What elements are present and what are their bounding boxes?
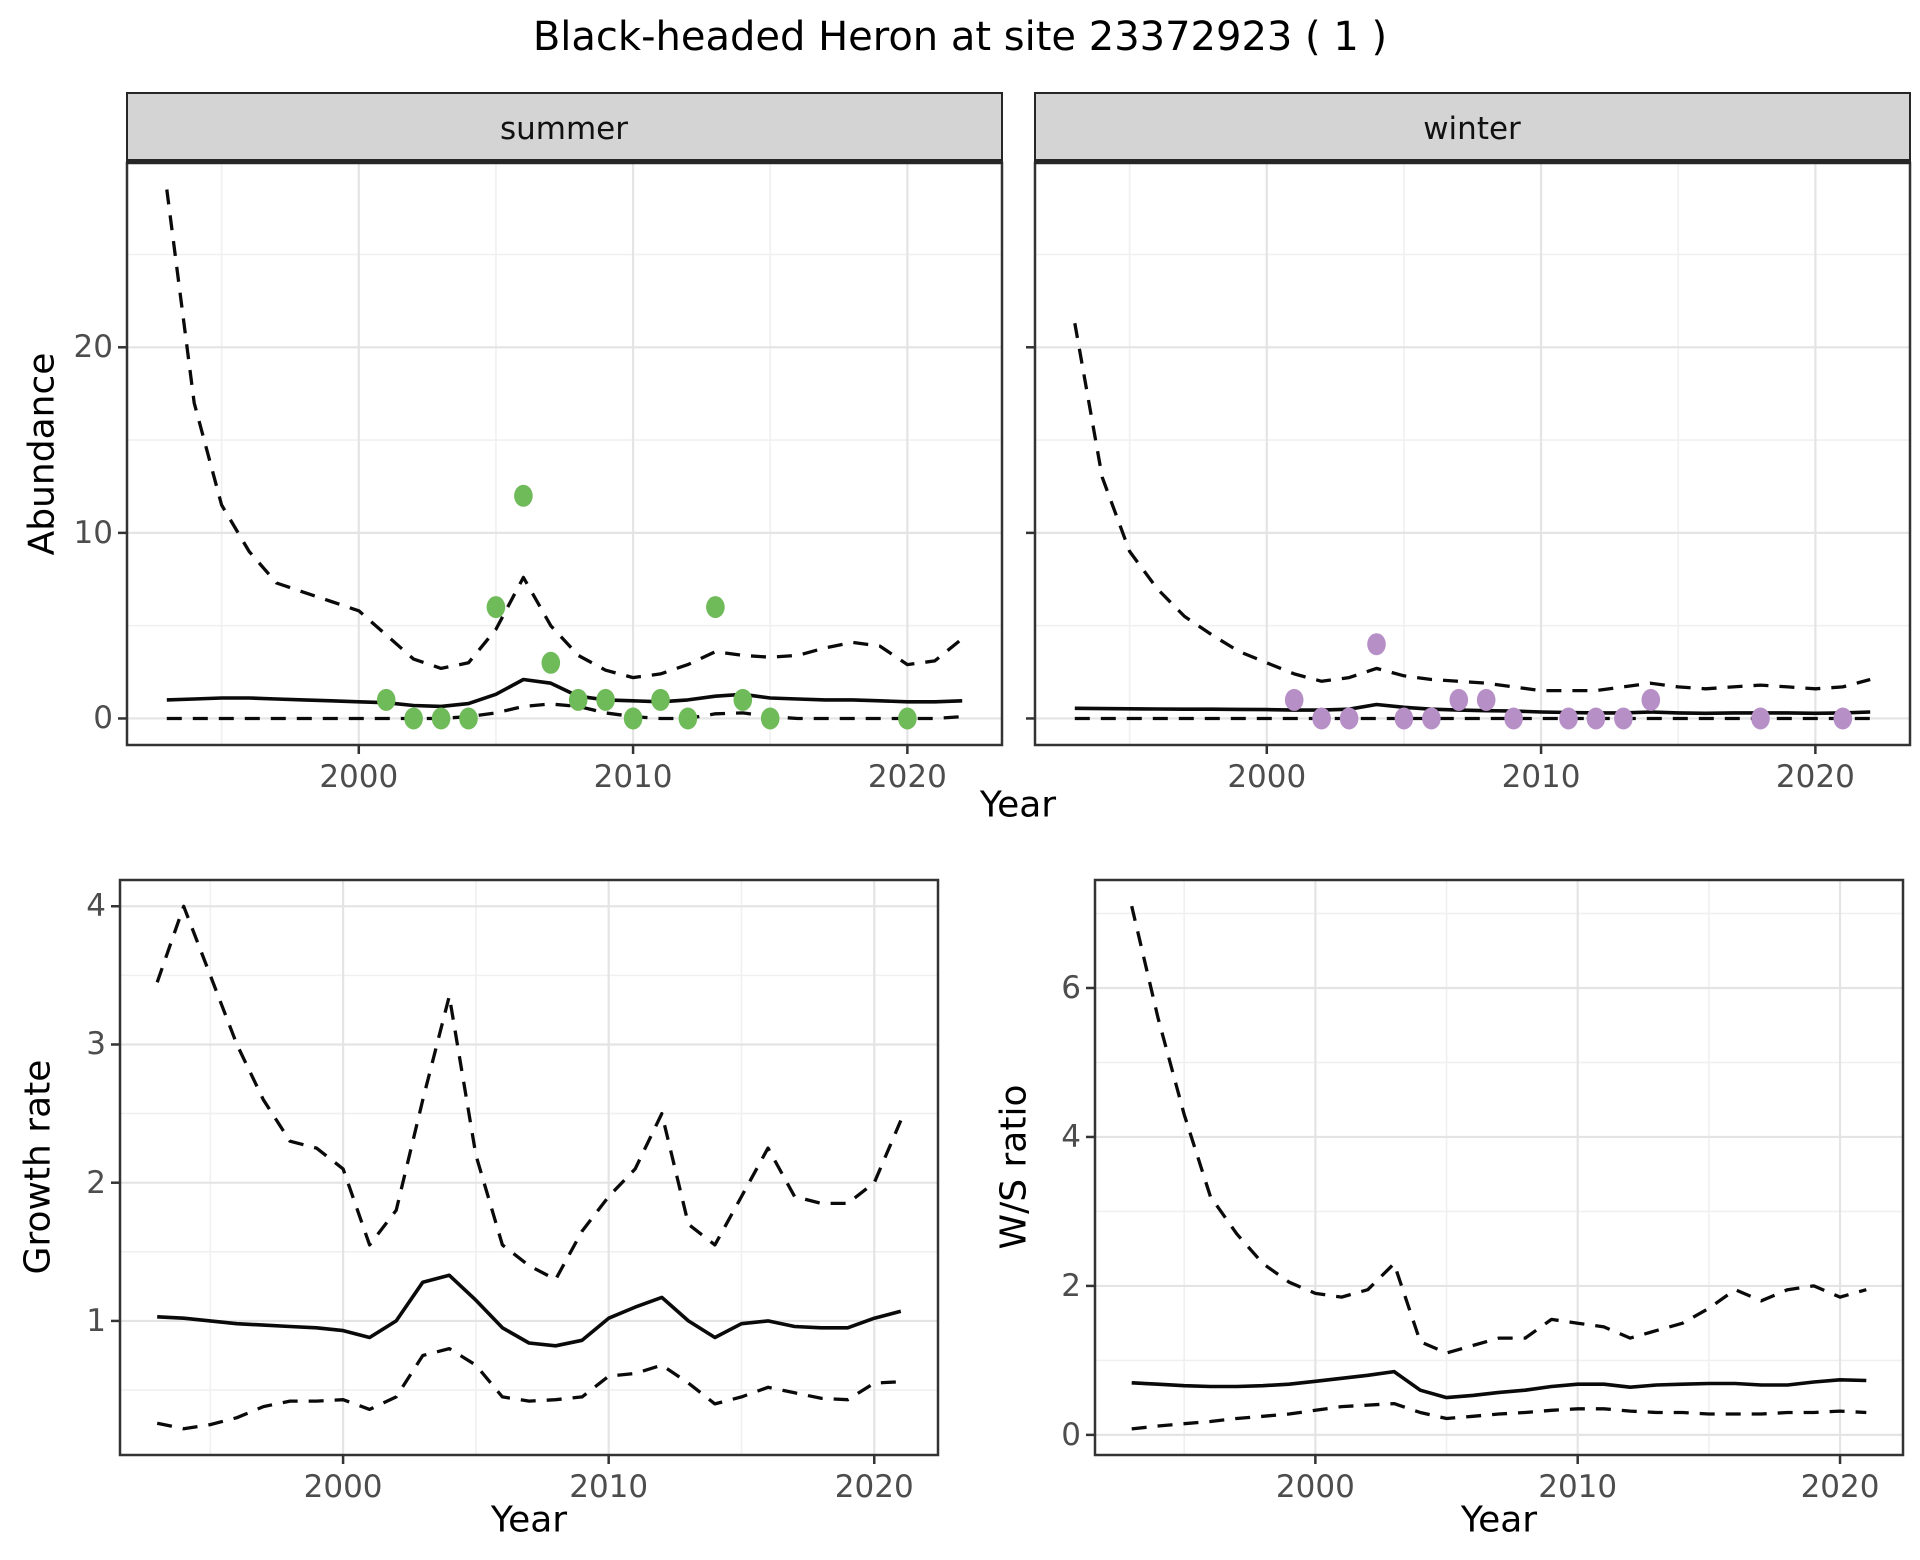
x-axis-title-year-ws: Year [1460,1499,1538,1541]
data-point [1312,707,1331,730]
y-tick-label: 10 [73,514,113,551]
data-point [486,596,506,619]
x-axis-title-year-top: Year [979,784,1057,826]
data-point [376,688,396,711]
data-point [1367,633,1386,656]
y-tick-label: 20 [73,329,113,366]
panel-background [120,880,938,1455]
y-axis-title-ws-ratio: W/S ratio [993,1084,1035,1250]
x-tick-label: 2020 [834,1469,914,1505]
series-lower-95ci [1131,1401,1867,1431]
y-tick-label: 0 [93,700,113,737]
y-tick-label: 1 [86,1302,106,1339]
x-tick-label: 2010 [593,759,673,795]
x-tick-label: 2000 [319,759,399,795]
data-point [733,688,753,711]
x-tick-label: 2020 [1775,759,1855,795]
data-point [898,707,917,730]
series-median [1074,702,1871,716]
x-tick-label: 2000 [1227,759,1307,795]
panel-growth-rate [111,878,940,1464]
page-title: Black-headed Heron at site 23372923 ( 1 … [532,14,1388,60]
data-point [404,707,423,730]
series-lower-95ci [166,702,963,721]
y-tick-label: 4 [1061,1118,1081,1155]
data-point [1449,688,1469,711]
data-point [431,707,451,730]
panel-background [1035,163,1910,745]
x-tick-label: 2000 [1275,1469,1355,1505]
series-upper-95ci [1073,322,1871,693]
panel-background [1095,880,1903,1455]
x-tick-label: 2010 [1538,1469,1618,1505]
x-tick-label: 2010 [569,1469,649,1505]
data-point [678,707,698,730]
panel-background [127,163,1002,745]
data-point [1614,707,1633,730]
y-tick-label: 3 [86,1026,106,1063]
data-point [651,688,670,711]
data-point [1559,707,1578,730]
data-point [1751,707,1770,730]
x-tick-label: 2020 [1800,1469,1880,1505]
series-upper-95ci [155,904,903,1282]
data-point [623,707,643,730]
data-point [760,707,780,730]
y-tick-label: 0 [1061,1416,1081,1453]
panel-abundance-summer [118,92,1004,754]
y-tick-label: 4 [86,888,106,925]
x-tick-label: 2020 [867,759,947,795]
x-axis-title-year-growth: Year [490,1499,568,1541]
data-point [541,651,561,674]
data-point [706,596,725,619]
y-tick-label: 2 [86,1164,106,1201]
data-point [459,707,478,730]
data-point [1504,707,1523,730]
series-median [166,677,963,709]
series-median [1131,1369,1867,1400]
facet-strip [1034,92,1911,164]
data-point [1339,707,1359,730]
y-tick-label: 2 [1061,1267,1081,1304]
data-point [514,484,533,507]
facet-strip [126,92,1003,164]
data-point [1476,688,1496,711]
facet-strip-label-winter: winter [1423,111,1521,147]
series-upper-95ci [165,189,964,680]
series-upper-95ci [1130,905,1867,1355]
data-point [1422,707,1441,730]
x-tick-label: 2010 [1501,759,1581,795]
data-point [1641,688,1661,711]
panel-border [118,878,940,1457]
data-point [568,688,588,711]
panel-border [1093,878,1905,1457]
data-point [1284,688,1304,711]
series-lower-95ci [156,1346,901,1431]
facet-strip-label-summer: summer [499,111,629,147]
x-tick-label: 2000 [303,1469,383,1505]
data-point [596,688,615,711]
data-point [1394,707,1414,730]
panel-abundance-winter [1026,92,1912,754]
data-point [1833,707,1853,730]
y-tick-label: 6 [1061,969,1081,1006]
panel-ws-ratio [1086,878,1905,1464]
data-point [1586,707,1606,730]
series-median [157,1273,902,1348]
